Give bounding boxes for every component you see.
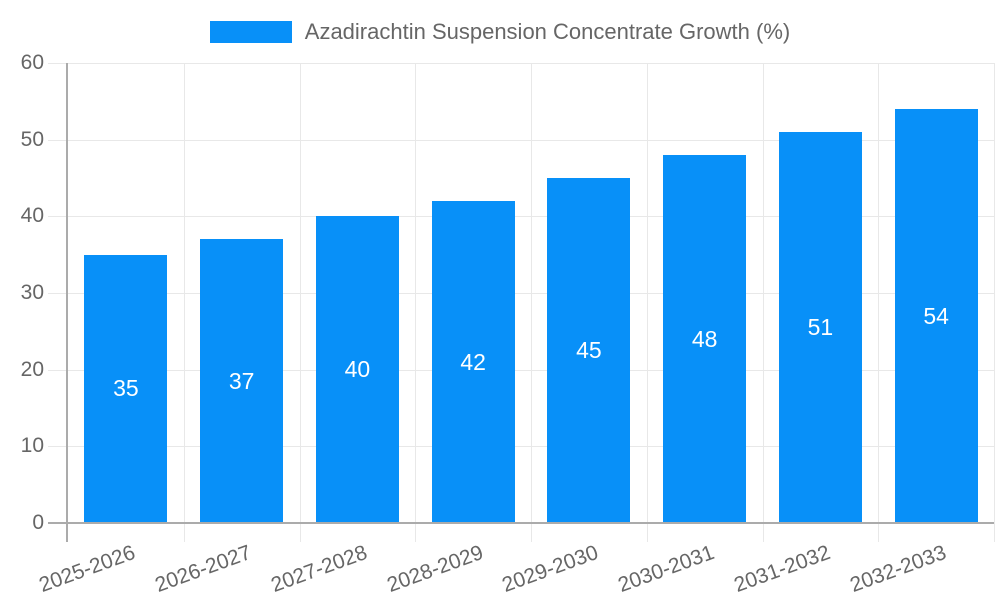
legend-swatch bbox=[209, 21, 292, 43]
x-axis-tick bbox=[184, 522, 185, 542]
bar[interactable] bbox=[894, 109, 978, 522]
y-axis-line bbox=[66, 63, 68, 542]
x-axis-tick bbox=[531, 522, 532, 542]
x-axis-line bbox=[48, 522, 994, 524]
y-axis-tick bbox=[48, 216, 68, 217]
x-tick-label: 2029-2030 bbox=[499, 541, 602, 597]
y-axis-tick bbox=[48, 370, 68, 371]
y-axis-tick bbox=[48, 446, 68, 447]
y-tick-label: 10 bbox=[20, 434, 44, 458]
x-axis-tick bbox=[878, 522, 879, 542]
bar[interactable] bbox=[431, 201, 515, 522]
x-axis-tick bbox=[415, 522, 416, 542]
bar[interactable] bbox=[663, 155, 747, 522]
x-axis-tick bbox=[300, 522, 301, 542]
legend[interactable]: Azadirachtin Suspension Concentrate Grow… bbox=[0, 19, 1000, 45]
x-tick-label: 2025-2026 bbox=[36, 541, 139, 597]
x-tick-label: 2032-2033 bbox=[846, 541, 949, 597]
x-tick-label: 2028-2029 bbox=[383, 541, 486, 597]
bar[interactable] bbox=[200, 239, 284, 522]
bar[interactable] bbox=[315, 216, 399, 522]
bar-value-label: 35 bbox=[113, 375, 139, 402]
y-axis-tick bbox=[48, 63, 68, 64]
bar-value-label: 45 bbox=[576, 337, 602, 363]
y-axis-tick bbox=[48, 140, 68, 141]
x-axis-tick bbox=[994, 522, 995, 542]
v-gridline bbox=[647, 63, 648, 523]
legend-label: Azadirachtin Suspension Concentrate Grow… bbox=[304, 19, 791, 44]
v-gridline bbox=[300, 63, 301, 523]
bar-value-label: 51 bbox=[807, 314, 834, 340]
x-axis-tick bbox=[763, 522, 764, 542]
y-tick-label: 40 bbox=[20, 204, 44, 228]
y-tick-label: 0 bbox=[32, 511, 44, 534]
y-tick-label: 20 bbox=[20, 357, 44, 381]
x-tick-label: 2027-2028 bbox=[267, 541, 371, 597]
bar-value-label: 54 bbox=[923, 302, 949, 329]
y-tick-label: 50 bbox=[20, 127, 44, 151]
bar[interactable] bbox=[778, 132, 862, 522]
v-gridline bbox=[878, 63, 879, 523]
v-gridline bbox=[184, 63, 185, 523]
v-gridline bbox=[531, 63, 532, 523]
bar-value-label: 48 bbox=[691, 325, 718, 352]
bar-value-label: 42 bbox=[460, 348, 486, 375]
bar-value-label: 40 bbox=[344, 356, 371, 383]
y-axis-tick bbox=[48, 293, 68, 294]
y-tick-label: 30 bbox=[20, 281, 44, 304]
v-gridline bbox=[763, 63, 764, 523]
x-tick-label: 2030-2031 bbox=[615, 541, 718, 597]
v-gridline bbox=[415, 63, 416, 523]
bar-value-label: 37 bbox=[228, 367, 255, 394]
y-tick-label: 60 bbox=[20, 51, 44, 74]
bar[interactable] bbox=[547, 178, 631, 522]
x-axis-tick bbox=[647, 522, 648, 542]
v-gridline bbox=[994, 63, 995, 523]
bar[interactable] bbox=[84, 254, 168, 522]
x-tick-label: 2031-2032 bbox=[730, 541, 834, 597]
x-tick-label: 2026-2027 bbox=[152, 541, 255, 597]
